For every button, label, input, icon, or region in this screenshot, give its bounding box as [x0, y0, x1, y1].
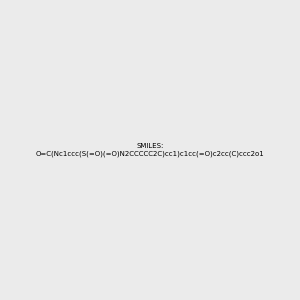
Text: SMILES:
O=C(Nc1ccc(S(=O)(=O)N2CCCCC2C)cc1)c1cc(=O)c2cc(C)ccc2o1: SMILES: O=C(Nc1ccc(S(=O)(=O)N2CCCCC2C)cc… — [36, 143, 264, 157]
